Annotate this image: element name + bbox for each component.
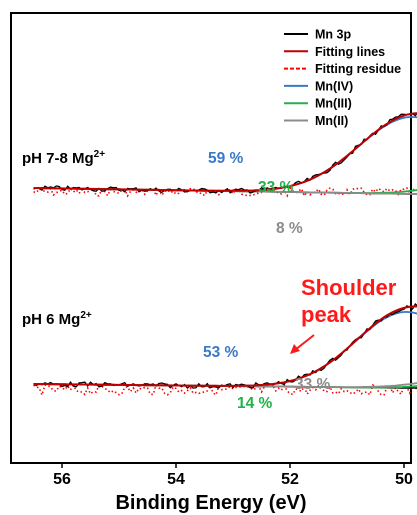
x-tick-label: 52	[281, 471, 299, 488]
pct-bottom-mn3: 14 %	[237, 395, 273, 412]
residue-line-bottom	[33, 383, 417, 398]
pct-top-mn2: 8 %	[276, 220, 303, 237]
x-axis-title: Binding Energy (eV)	[115, 492, 306, 514]
annotation-peak: peak	[301, 302, 352, 327]
panel-label-top: pH 7-8 Mg2+	[22, 149, 105, 167]
pct-bottom-mn2: 33 %	[295, 376, 331, 393]
panel-label-bottom: pH 6 Mg2+	[22, 310, 92, 328]
x-axis-ticks: 56545250484644	[53, 463, 413, 488]
legend-label: Fitting residue	[315, 62, 401, 76]
panel-label-bottom-main: pH 6 Mg	[22, 311, 80, 328]
annotation-arrow-shaft	[294, 334, 315, 351]
legend: Mn 3p Fitting lines Fitting residue Mn(IV) M…	[284, 28, 401, 128]
pct-top-mn4: 59 %	[208, 150, 244, 167]
pct-bottom-mn4: 53 %	[203, 344, 239, 361]
component-mn3-top	[33, 187, 417, 194]
x-tick-label: 56	[53, 471, 71, 488]
plot-frame	[10, 12, 412, 464]
x-tick-label: 54	[167, 471, 185, 488]
legend-label: Mn(II)	[315, 114, 348, 128]
panel-label-top-main: pH 7-8 Mg	[22, 150, 94, 167]
legend-label: Fitting lines	[315, 45, 385, 59]
legend-label: Mn(IV)	[315, 79, 353, 93]
annotation-arrow-head	[290, 344, 300, 354]
pct-top-mn3: 33 %	[258, 179, 294, 196]
panel-label-bottom-sup: 2+	[80, 310, 92, 321]
fit-envelope-top	[33, 112, 417, 192]
annotation-shoulder: Shoulder	[301, 275, 397, 300]
fit-envelope-bottom	[33, 305, 417, 387]
legend-label: Mn 3p	[315, 28, 351, 42]
spectra-curves	[33, 111, 417, 398]
legend-label: Mn(III)	[315, 97, 352, 111]
x-tick-label: 50	[395, 471, 413, 488]
panel-label-top-sup: 2+	[94, 149, 106, 160]
